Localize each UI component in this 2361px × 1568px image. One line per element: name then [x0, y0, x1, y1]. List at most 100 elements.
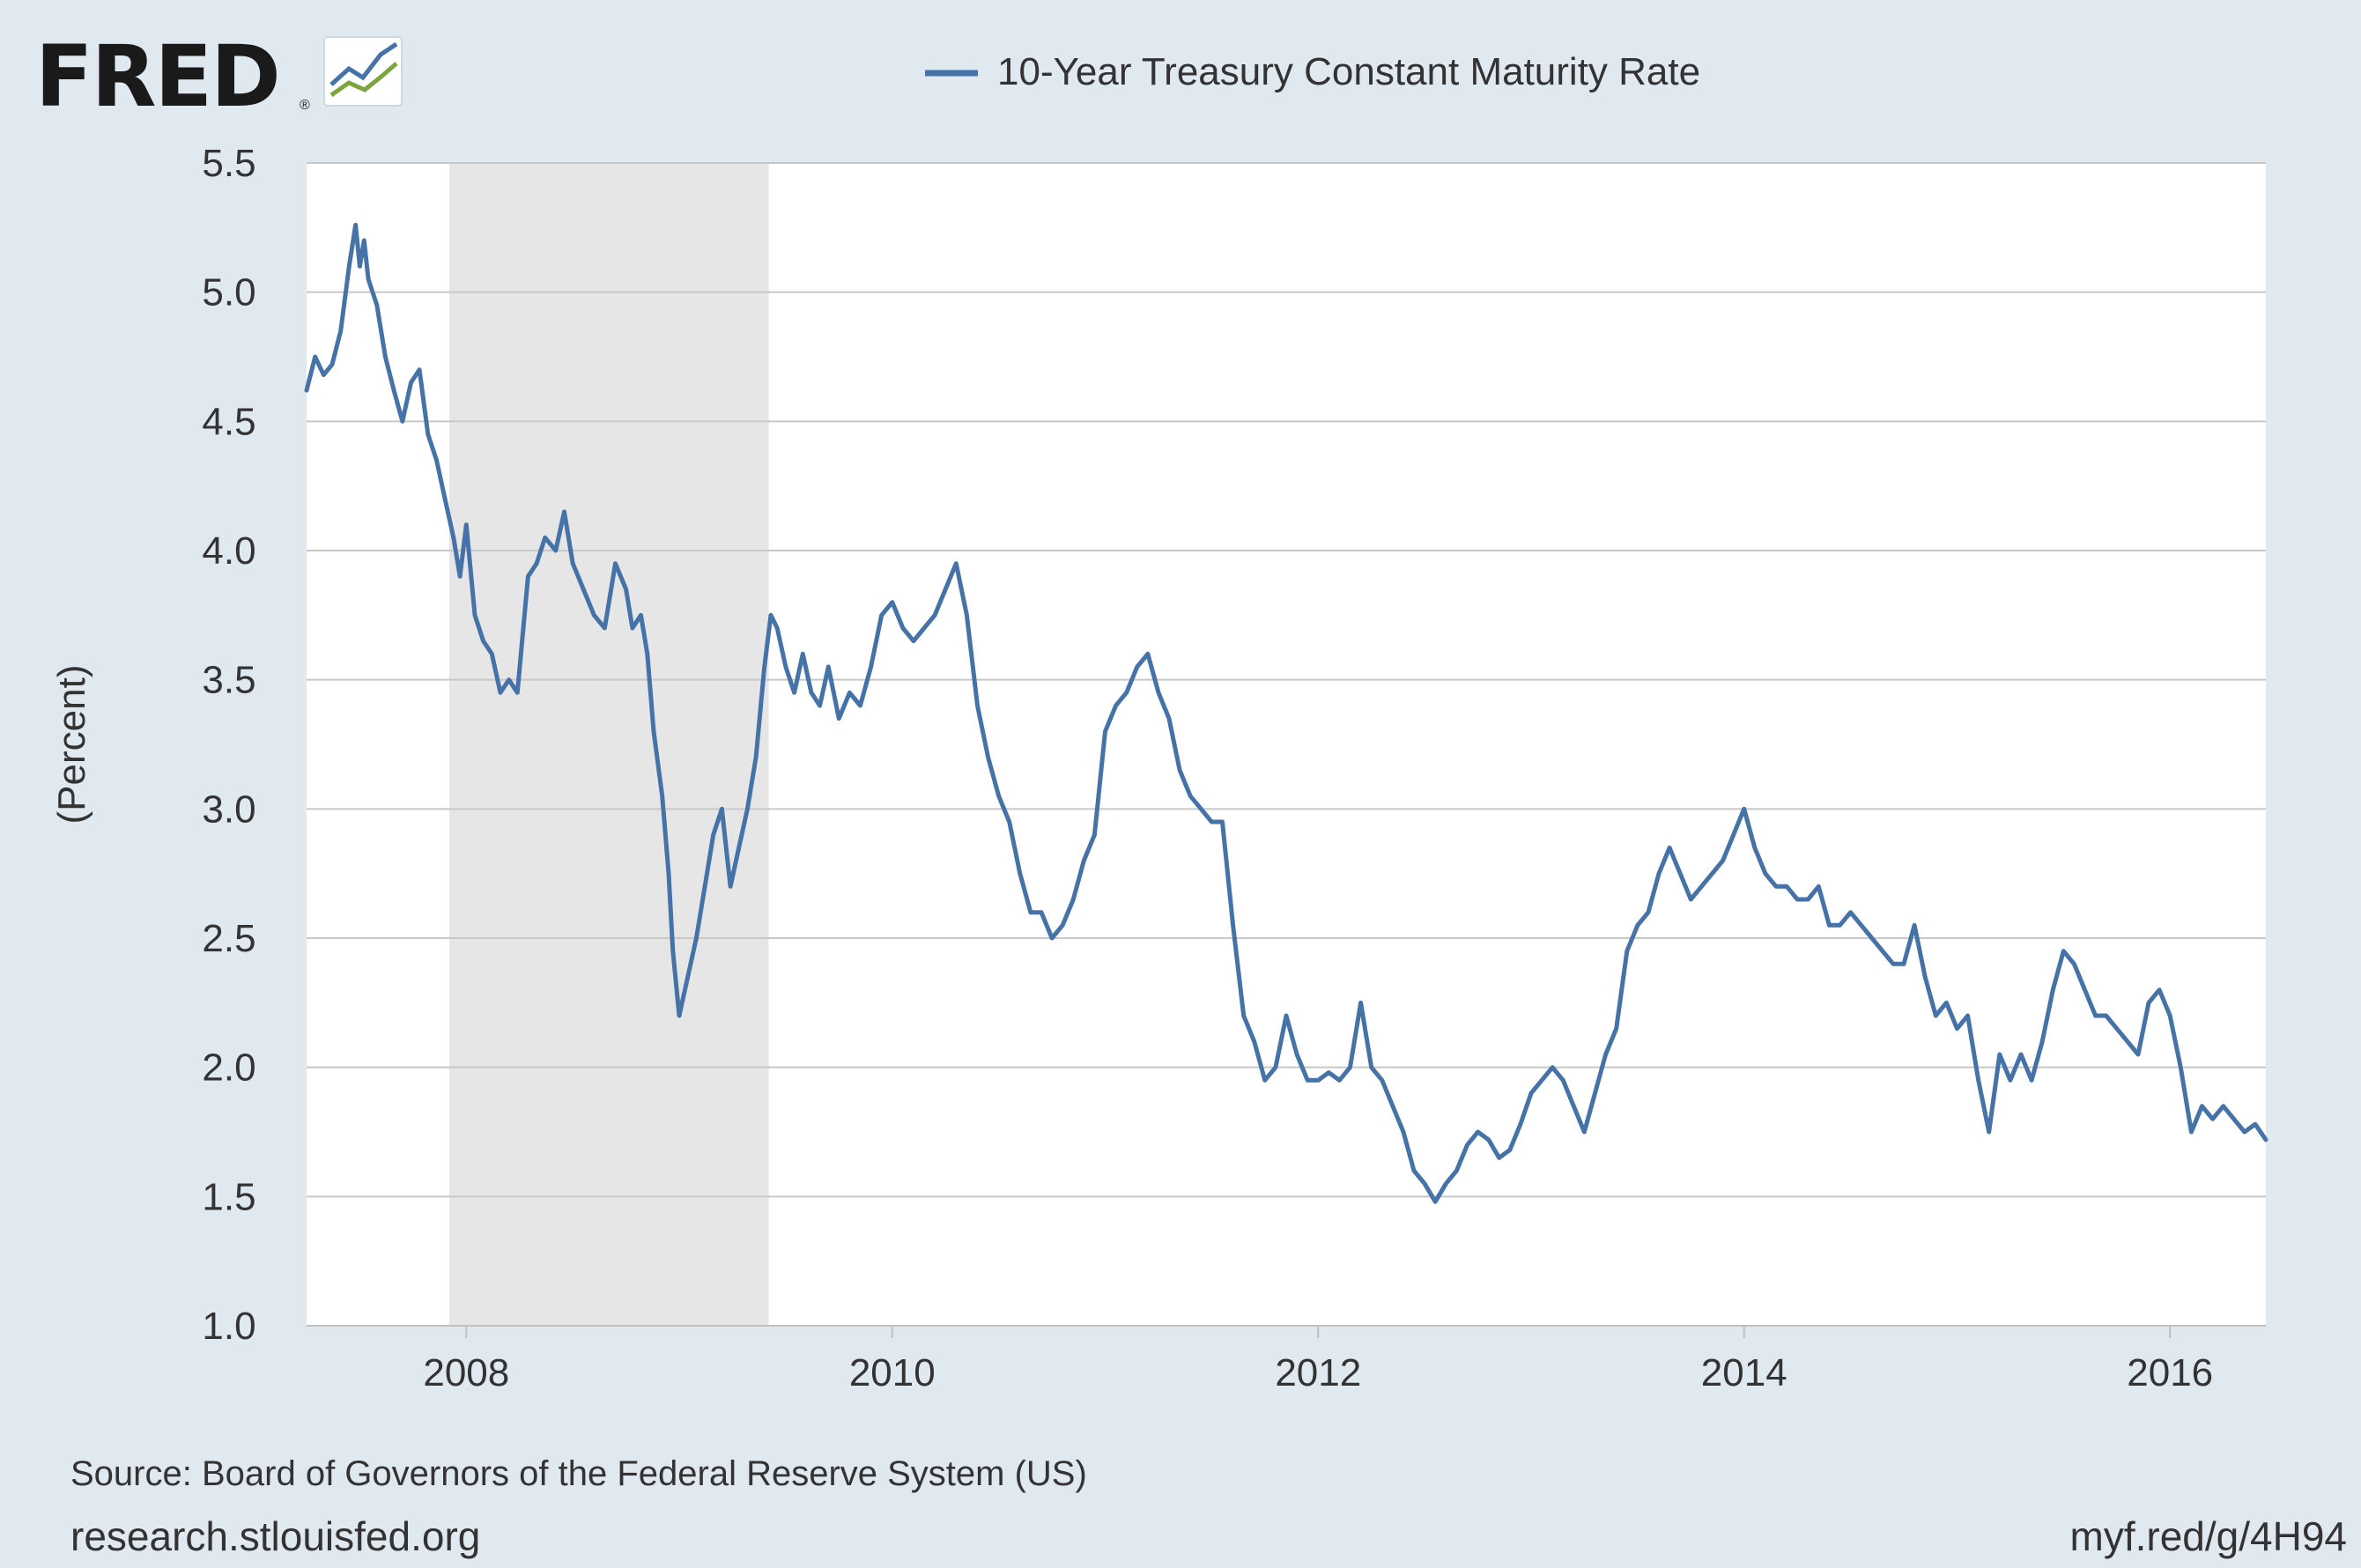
data-point [1966, 1014, 1970, 1017]
data-point [859, 704, 862, 707]
data-point [661, 795, 664, 798]
y-tick-label: 1.5 [202, 1175, 255, 1218]
series-line [304, 222, 2268, 1204]
footer-left-link[interactable]: research.stlouisfed.org [70, 1513, 480, 1559]
data-point [1604, 1053, 1608, 1056]
data-point [1167, 717, 1171, 721]
data-point [954, 562, 958, 566]
y-tick-label: 5.5 [202, 142, 255, 185]
data-point [769, 613, 773, 617]
series-layer [304, 222, 2268, 1204]
data-point [2264, 1138, 2268, 1142]
x-tick-label: 2008 [423, 1351, 509, 1394]
data-point [1284, 1014, 1288, 1017]
data-point [1902, 962, 1906, 965]
data-point [646, 652, 649, 655]
data-point [912, 640, 915, 643]
data-point [2094, 1014, 2098, 1017]
data-point [1157, 691, 1160, 694]
data-point [1136, 665, 1139, 669]
data-point [2147, 1001, 2150, 1004]
data-point [810, 691, 813, 694]
data-point [1934, 1014, 1937, 1017]
data-point [2061, 950, 2065, 953]
data-point [507, 678, 511, 682]
data-point [826, 665, 830, 669]
data-point [535, 562, 538, 566]
data-point [418, 368, 421, 372]
data-point [1551, 1066, 1554, 1069]
data-point [1114, 704, 1118, 707]
data-point [452, 536, 455, 539]
data-point [383, 355, 387, 359]
data-point [2030, 1078, 2033, 1082]
data-point [603, 626, 606, 630]
logo-registered-mark: ® [300, 98, 310, 113]
data-point [435, 458, 438, 462]
data-point [499, 691, 502, 694]
data-point [2189, 1130, 2193, 1134]
data-point [1402, 1130, 1405, 1134]
data-point [1146, 652, 1150, 655]
data-point [330, 363, 334, 366]
fred-logo[interactable]: FRED ® [35, 27, 403, 126]
data-point [1625, 950, 1629, 953]
data-point [1891, 962, 1895, 965]
data-point [1519, 1122, 1522, 1126]
data-point [490, 652, 493, 655]
data-point [544, 536, 547, 539]
data-point [1923, 975, 1927, 979]
footer-right-link[interactable]: myf.red/g/4H94 [2070, 1513, 2347, 1559]
data-point [1306, 1078, 1309, 1082]
x-tick-label: 2016 [2127, 1351, 2213, 1394]
data-point [1699, 884, 1703, 888]
data-point [1444, 1182, 1447, 1186]
data-point [1092, 833, 1096, 837]
data-point [1370, 1066, 1373, 1069]
data-point [1987, 1130, 1991, 1134]
data-point [1061, 923, 1064, 927]
data-point [1210, 820, 1213, 824]
data-point [482, 640, 485, 643]
data-point [818, 704, 822, 707]
data-point [1221, 820, 1224, 824]
data-point [314, 355, 317, 359]
data-point [625, 588, 628, 591]
data-point [581, 588, 585, 591]
data-point [1764, 872, 1767, 876]
data-point [563, 510, 566, 514]
data-point [729, 884, 732, 888]
data-point [712, 833, 715, 837]
data-point [703, 884, 707, 888]
data-point [2211, 1117, 2215, 1121]
y-tick-label: 3.0 [202, 788, 255, 831]
y-axis-title: (Percent) [50, 665, 93, 825]
data-point [1359, 1001, 1363, 1004]
data-point [2179, 1066, 2182, 1069]
data-point [354, 223, 358, 226]
data-point [1466, 1143, 1469, 1147]
data-point [1295, 1053, 1299, 1056]
data-point [2105, 1014, 2108, 1017]
data-point [1732, 833, 1736, 837]
data-point [2126, 1039, 2129, 1043]
data-point [1721, 859, 1725, 862]
data-point [1433, 1200, 1437, 1203]
data-point [2136, 1053, 2140, 1056]
y-tick-label: 4.5 [202, 400, 255, 443]
data-point [677, 1014, 681, 1017]
data-point [1274, 1066, 1277, 1069]
data-point [694, 936, 698, 940]
data-point [362, 239, 366, 242]
data-point [1881, 950, 1884, 953]
data-point [1423, 1182, 1426, 1186]
data-point [775, 626, 779, 630]
data-point [2232, 1117, 2236, 1121]
data-point [1199, 807, 1203, 810]
data-point [1380, 1078, 1384, 1082]
legend-label: 10-Year Treasury Constant Maturity Rate [997, 50, 1700, 93]
data-point [1050, 936, 1054, 940]
data-point [1178, 768, 1181, 772]
data-point [870, 665, 873, 669]
